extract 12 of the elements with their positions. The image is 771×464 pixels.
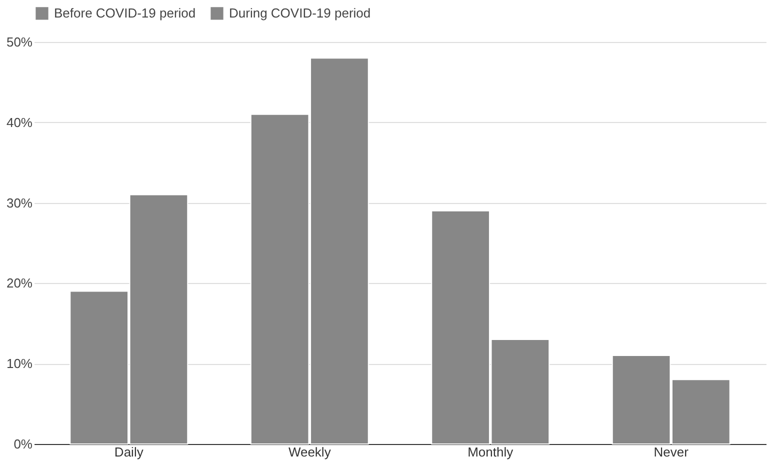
- y-tick-label: 30%: [6, 195, 33, 210]
- y-tick-label: 10%: [6, 356, 33, 372]
- legend-label: During COVID-19 period: [229, 5, 371, 20]
- x-tick-label: Never: [654, 444, 690, 460]
- y-tick-label: 0%: [14, 436, 33, 452]
- x-tick-label: Weekly: [288, 444, 332, 460]
- y-tick-label: 40%: [6, 114, 33, 130]
- y-tick-label: 50%: [6, 34, 33, 50]
- y-tick-label: 20%: [6, 276, 33, 291]
- legend-label: Before COVID-19 period: [54, 5, 196, 20]
- x-tick-label: Monthly: [468, 444, 514, 460]
- x-tick-label: Daily: [114, 444, 144, 460]
